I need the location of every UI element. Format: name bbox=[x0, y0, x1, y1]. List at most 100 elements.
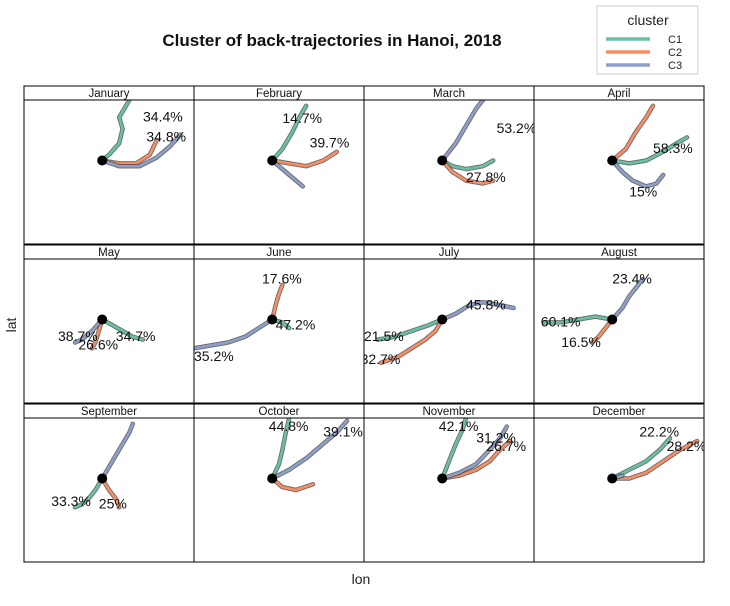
pct-label-c1: 14.7% bbox=[282, 110, 322, 126]
facet-strip-label: April bbox=[607, 88, 630, 100]
trajectory-c2 bbox=[440, 439, 512, 480]
panel-border bbox=[533, 403, 705, 563]
trajectories bbox=[269, 103, 340, 189]
trajectory-c2 bbox=[590, 318, 614, 344]
pct-label-c2: 16.5% bbox=[561, 334, 601, 350]
hanoi-marker bbox=[437, 314, 448, 325]
trajectory-c2 bbox=[379, 318, 444, 365]
pct-label-c2: 25% bbox=[99, 496, 127, 512]
hanoi-marker bbox=[97, 473, 108, 484]
trajectory-c1 bbox=[610, 436, 672, 480]
trajectory-c1 bbox=[270, 418, 291, 480]
panel-background bbox=[194, 100, 364, 244]
trajectory-c1 bbox=[440, 159, 495, 171]
hanoi-marker bbox=[267, 473, 278, 484]
trajectory-c3 bbox=[194, 318, 274, 350]
legend-title: cluster bbox=[627, 12, 669, 28]
trajectory-c2 bbox=[100, 477, 121, 509]
pct-label-c3: 45.8% bbox=[466, 296, 506, 312]
trajectories bbox=[375, 299, 516, 365]
trajectory-c2 bbox=[270, 477, 315, 492]
pct-label-c3: 53.2% bbox=[497, 120, 537, 136]
trajectories bbox=[72, 317, 146, 351]
trajectory-c3 bbox=[440, 425, 509, 480]
trajectory-c3 bbox=[610, 277, 645, 321]
facet-strip-label: October bbox=[259, 406, 300, 418]
panel-background bbox=[364, 100, 534, 244]
trajectories bbox=[541, 276, 646, 345]
trajectory-c3 bbox=[610, 159, 665, 188]
pct-label-c2: 26.7% bbox=[486, 438, 526, 454]
trajectory-c3 bbox=[73, 318, 104, 344]
panel-february: 14.7% 39.7% February bbox=[193, 85, 365, 245]
pct-label-c3: 23.4% bbox=[612, 270, 652, 286]
legend-label-c1: C1 bbox=[668, 34, 682, 46]
panel-may: 34.7%26.6%38.7% May bbox=[23, 244, 195, 404]
trajectories bbox=[99, 100, 183, 169]
x-axis-label: lon bbox=[352, 571, 371, 587]
trajectory-c1 bbox=[73, 477, 104, 509]
trajectory-c2 bbox=[270, 150, 339, 168]
hanoi-marker bbox=[437, 473, 448, 484]
panel-background bbox=[534, 100, 704, 244]
trajectories bbox=[194, 282, 292, 351]
pct-label-c2: 28.2% bbox=[667, 438, 707, 454]
panel-background bbox=[534, 418, 704, 562]
facet-strip-label: December bbox=[592, 406, 645, 418]
trajectory-c1 bbox=[542, 315, 614, 324]
pct-label-c1: 60.1% bbox=[541, 314, 581, 330]
panel-november: 42.1% 26.7%31.2%November bbox=[363, 403, 535, 563]
facet-strip-label: November bbox=[422, 406, 475, 418]
panel-july: 21.5% 32.7% 45.8% July bbox=[361, 244, 535, 404]
legend-label-c3: C3 bbox=[668, 60, 682, 72]
pct-label-c2: 34.8% bbox=[146, 129, 186, 145]
panel-background bbox=[534, 259, 704, 403]
trajectory-c1 bbox=[610, 136, 689, 165]
hanoi-marker bbox=[607, 155, 618, 166]
trajectory-c3 bbox=[270, 419, 349, 480]
panel-border bbox=[533, 85, 705, 245]
pct-label-c1: 21.5% bbox=[364, 328, 404, 344]
trajectories bbox=[439, 100, 496, 186]
pct-label-c1: 34.7% bbox=[116, 328, 156, 344]
pct-label-c3: 34.4% bbox=[143, 109, 183, 125]
panel-border bbox=[533, 244, 705, 404]
facet-strip-label: June bbox=[267, 247, 292, 259]
pct-label-c2: 17.6% bbox=[262, 270, 302, 286]
trajectory-c2 bbox=[440, 159, 495, 185]
trajectory-c2 bbox=[610, 439, 699, 480]
trajectories bbox=[269, 418, 350, 493]
panel-december: 22.2%28.2% December bbox=[533, 403, 707, 563]
pct-label-c1: 27.8% bbox=[466, 169, 506, 185]
pct-label-c1: 42.1% bbox=[439, 418, 479, 434]
trajectory-c1 bbox=[100, 318, 145, 341]
trajectory-c3 bbox=[440, 100, 485, 162]
panel-background bbox=[24, 259, 194, 403]
pct-label-c2: 32.7% bbox=[361, 351, 401, 367]
chart-title: Cluster of back-trajectories in Hanoi, 2… bbox=[162, 31, 501, 50]
trajectory-c2 bbox=[270, 283, 284, 321]
hanoi-marker bbox=[437, 155, 448, 166]
trajectory-c1 bbox=[440, 418, 468, 480]
pct-label-c1: 33.3% bbox=[51, 493, 91, 509]
trajectories bbox=[609, 103, 690, 189]
pct-label-c1: 47.2% bbox=[276, 316, 316, 332]
facet-strip-label: May bbox=[98, 247, 120, 259]
y-axis-label: lat bbox=[3, 318, 19, 333]
hanoi-marker bbox=[607, 314, 618, 325]
panel-august: 60.1% 16.5% 23.4% August bbox=[533, 244, 705, 404]
panel-march: 27.8% 53.2% March bbox=[363, 85, 537, 245]
hanoi-marker bbox=[97, 155, 108, 166]
pct-label-c1: 44.8% bbox=[269, 418, 309, 434]
facet-strip-label: January bbox=[89, 88, 130, 100]
trajectory-c2 bbox=[610, 104, 655, 162]
facet-panels: 34.8% 34.4% January 14.7% 39.7% February 27.8%… bbox=[23, 85, 707, 563]
panel-background bbox=[24, 100, 194, 244]
hanoi-marker bbox=[97, 314, 108, 325]
hanoi-marker bbox=[607, 473, 618, 484]
trajectory-c1 bbox=[270, 104, 308, 162]
trajectories bbox=[72, 421, 136, 510]
trajectory-c3 bbox=[100, 133, 182, 168]
